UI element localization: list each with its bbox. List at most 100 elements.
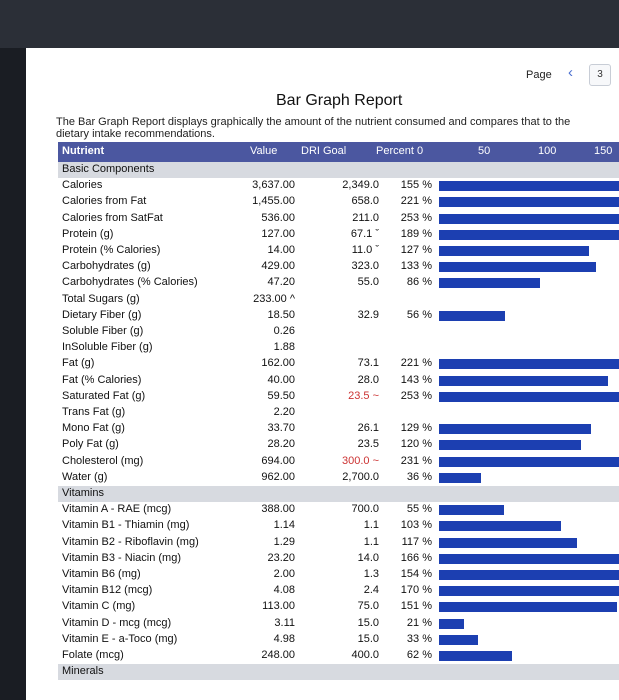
nutrient-name: Calories from Fat	[62, 195, 147, 208]
nutrient-name: Vitamin B6 (mg)	[62, 568, 141, 580]
nutrient-name: Vitamin A - RAE (mcg)	[62, 503, 172, 516]
dri-goal: 73.1	[357, 357, 379, 370]
nutrient-value: 14.00	[267, 244, 295, 256]
table-row: Carbohydrates (g) 429.00 323.0 133 %	[58, 259, 619, 275]
percent-bar	[439, 213, 619, 224]
percent-value: 231 %	[400, 454, 432, 467]
nutrient-name: InSoluble Fiber (g)	[62, 341, 153, 354]
dri-goal: 67.1 ˇ	[350, 227, 379, 240]
percent-bar	[439, 181, 619, 192]
dri-goal: 323.0	[351, 260, 379, 273]
table-row: Saturated Fat (g) 59.50 23.5 ~ 253 %	[58, 389, 619, 405]
percent-value: 133 %	[400, 260, 432, 273]
percent-value: 166 %	[400, 551, 432, 564]
percent-bar	[439, 391, 619, 402]
percent-value: 253 %	[400, 211, 432, 224]
percent-bar	[439, 375, 608, 386]
page-label: Page	[526, 69, 552, 81]
percent-value: 155 %	[400, 179, 432, 192]
nutrient-value: 233.00 ^	[253, 292, 295, 305]
dri-goal: 2,349.0	[342, 179, 379, 192]
chevron-left-icon[interactable]: ‹	[568, 64, 573, 81]
percent-bar	[439, 553, 619, 564]
percent-value: 120 %	[400, 438, 432, 451]
nutrient-value: 3,637.00	[252, 179, 295, 192]
percent-bar	[439, 505, 504, 516]
percent-bar	[439, 440, 581, 451]
percent-value: 221 %	[400, 357, 432, 370]
percent-value: 62 %	[406, 649, 432, 661]
section-row: Vitamins	[58, 486, 619, 502]
percent-bar	[439, 634, 478, 645]
nutrient-value: 59.50	[267, 389, 295, 402]
page-number-button[interactable]: 3	[589, 64, 611, 86]
nutrient-value: 4.08	[273, 584, 295, 597]
dri-goal: 15.0	[357, 632, 379, 645]
percent-value: 127 %	[400, 244, 432, 256]
nutrient-value: 429.00	[261, 260, 295, 273]
dri-goal: 400.0	[351, 649, 379, 661]
report-sheet: Page ‹ 3 Bar Graph Report The Bar Graph …	[26, 48, 619, 700]
percent-value: 151 %	[400, 600, 432, 613]
nutrient-name: Vitamin D - mcg (mcg)	[62, 616, 172, 629]
nutrient-value: 1.88	[273, 341, 295, 354]
dri-goal: 700.0	[351, 503, 379, 516]
percent-value: 117 %	[401, 535, 432, 548]
percent-value: 21 %	[406, 616, 432, 629]
percent-bar	[439, 602, 618, 613]
table-row: Protein (g) 127.00 67.1 ˇ 189 %	[58, 227, 619, 243]
percent-value: 170 %	[400, 584, 432, 597]
table-row: Vitamin B3 - Niacin (mg) 23.20 14.0 166 %	[58, 551, 619, 567]
nutrient-name: Total Sugars (g)	[62, 292, 140, 305]
nutrient-name: Vitamin B2 - Riboflavin (mg)	[62, 535, 199, 548]
dri-goal: 15.0	[357, 616, 379, 629]
dri-goal: 300.0 ~	[341, 454, 379, 467]
table-row: Carbohydrates (% Calories) 47.20 55.0 86 %	[58, 275, 619, 291]
nutrient-name: Calories	[62, 179, 103, 192]
nutrient-name: Dietary Fiber (g)	[62, 308, 142, 321]
pager: Page ‹ 3	[26, 48, 619, 88]
nutrient-name: Vitamin B12 (mcg)	[62, 584, 153, 597]
table-row: Folate (mcg) 248.00 400.0 62 %	[58, 648, 619, 664]
percent-bar	[439, 359, 619, 370]
percent-bar	[439, 586, 619, 597]
section-row: Minerals	[58, 664, 619, 681]
header-value: Value	[250, 145, 278, 157]
table-row: Vitamin A - RAE (mcg) 388.00 700.0 55 %	[58, 502, 619, 518]
header-nutrient: Nutrient	[62, 145, 105, 157]
nutrient-value: 127.00	[261, 227, 295, 240]
nutrient-value: 113.00	[262, 600, 295, 613]
header-tick-50: 50	[478, 145, 491, 157]
nutrient-name: Fat (% Calories)	[62, 373, 142, 386]
table-row: Vitamin E - a-Toco (mg) 4.98 15.0 33 %	[58, 632, 619, 648]
table-row: Mono Fat (g) 33.70 26.1 129 %	[58, 421, 619, 437]
percent-bar	[439, 521, 561, 532]
nutrient-name: Vitamins	[62, 487, 104, 499]
percent-value: 253 %	[400, 389, 432, 402]
nutrient-value: 28.20	[267, 438, 295, 451]
table-row: Fat (g) 162.00 73.1 221 %	[58, 356, 619, 372]
nutrient-name: Saturated Fat (g)	[62, 389, 146, 402]
dri-goal: 55.0	[357, 276, 379, 289]
percent-bar	[439, 246, 589, 256]
percent-value: 36 %	[406, 470, 432, 483]
nutrient-value: 1,455.00	[252, 195, 295, 208]
dri-goal: 14.0	[357, 551, 379, 564]
dri-goal: 1.1	[363, 535, 379, 548]
percent-bar	[439, 618, 464, 629]
percent-bar	[439, 278, 541, 289]
percent-value: 189 %	[400, 227, 432, 240]
table-header: Nutrient Value DRI Goal Percent 0 50 100…	[58, 142, 619, 162]
nutrient-value: 2.20	[273, 406, 295, 418]
dri-goal: 11.0 ˇ	[351, 244, 379, 256]
dri-goal: 1.1	[363, 519, 379, 532]
table-row: Vitamin B1 - Thiamin (mg) 1.14 1.1 103 %	[58, 518, 619, 534]
dri-goal: 28.0	[357, 373, 379, 386]
nutrient-name: Carbohydrates (% Calories)	[62, 276, 198, 289]
nutrient-value: 248.00	[261, 649, 295, 661]
nutrient-value: 962.00	[261, 470, 295, 483]
nutrient-value: 2.00	[273, 568, 295, 580]
dri-goal: 32.9	[357, 308, 379, 321]
nutrient-value: 694.00	[261, 454, 295, 467]
nutrient-name: Vitamin B3 - Niacin (mg)	[62, 551, 181, 564]
